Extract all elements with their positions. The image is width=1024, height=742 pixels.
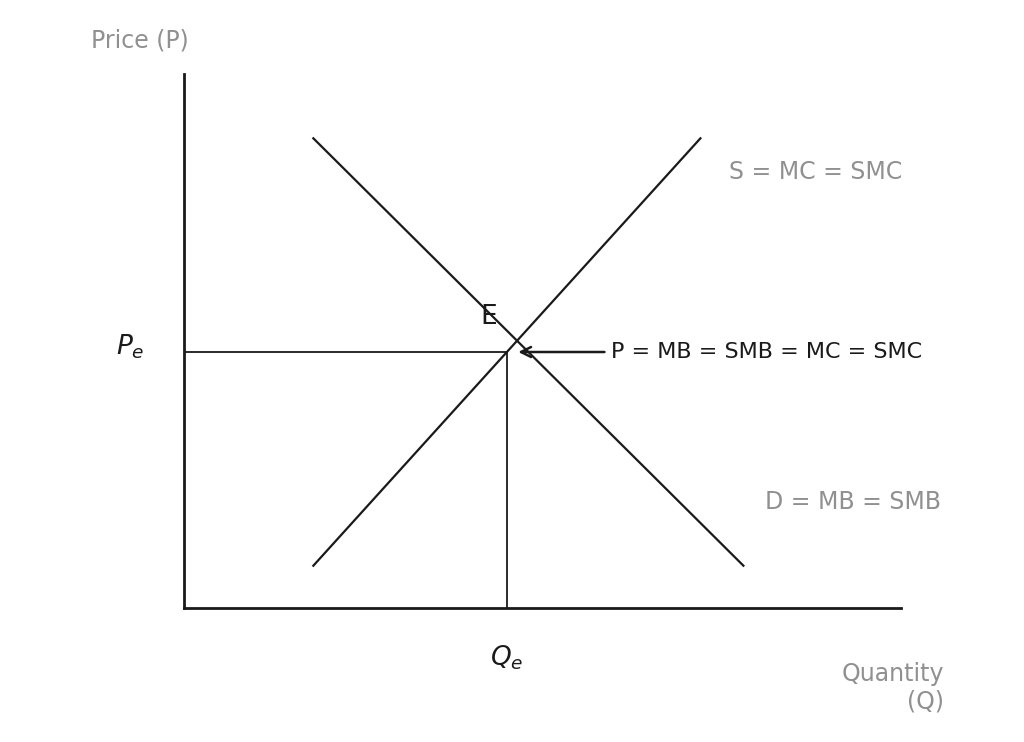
Text: Price (P): Price (P) xyxy=(91,29,188,53)
Text: Quantity
(Q): Quantity (Q) xyxy=(842,662,944,714)
Text: S = MC = SMC: S = MC = SMC xyxy=(729,160,902,184)
Text: $P_e$: $P_e$ xyxy=(117,332,145,361)
Text: $Q_e$: $Q_e$ xyxy=(490,643,523,672)
Text: P = MB = SMB = MC = SMC: P = MB = SMB = MC = SMC xyxy=(610,342,922,362)
Text: E: E xyxy=(480,304,498,330)
Text: D = MB = SMB: D = MB = SMB xyxy=(765,490,941,513)
